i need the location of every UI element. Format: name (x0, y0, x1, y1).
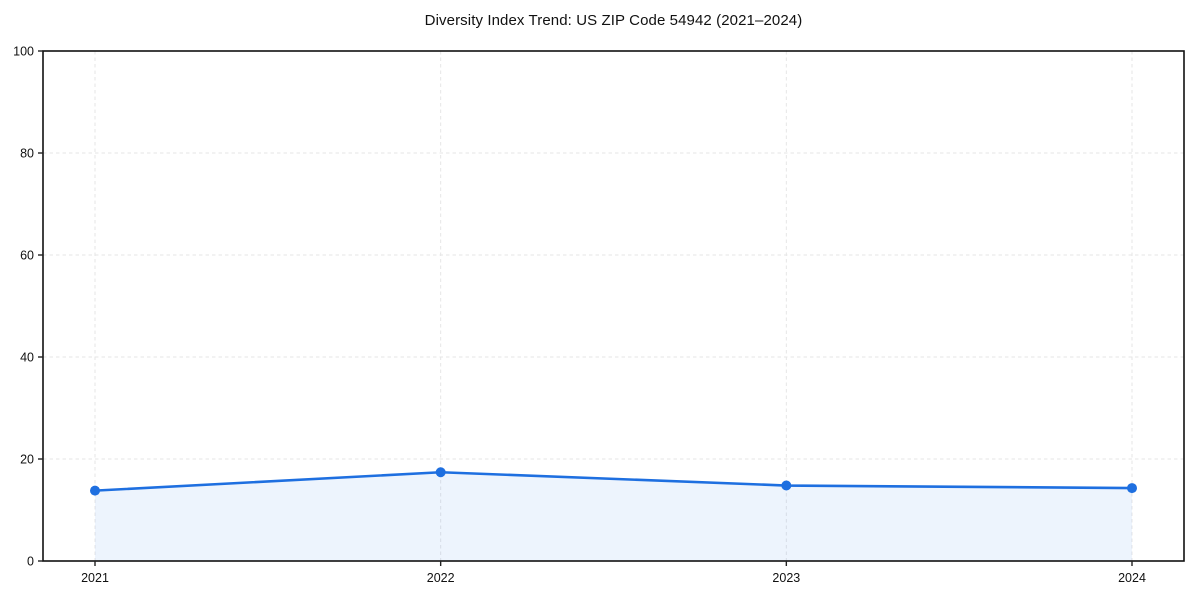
x-tick-label: 2023 (772, 571, 800, 585)
data-point-2024 (1127, 483, 1137, 494)
trend-line (93, 470, 1134, 492)
data-point-2022 (435, 467, 446, 478)
x-tick-label: 2022 (427, 571, 455, 585)
y-tick-label: 0 (27, 555, 34, 569)
y-tick-label: 60 (20, 249, 34, 263)
y-tick-label: 80 (20, 147, 34, 161)
data-point-2023 (781, 480, 792, 491)
y-tick-label: 20 (20, 453, 34, 467)
area-fill (95, 472, 1132, 561)
chart-title: Diversity Index Trend: US ZIP Code 54942… (424, 12, 803, 29)
y-tick-label: 40 (20, 351, 34, 365)
y-tick-label: 100 (13, 45, 34, 59)
x-tick-label: 2024 (1118, 571, 1146, 585)
x-tick-label: 2021 (81, 571, 109, 585)
data-point-2021 (90, 485, 100, 496)
plot-frame (42, 50, 1185, 562)
